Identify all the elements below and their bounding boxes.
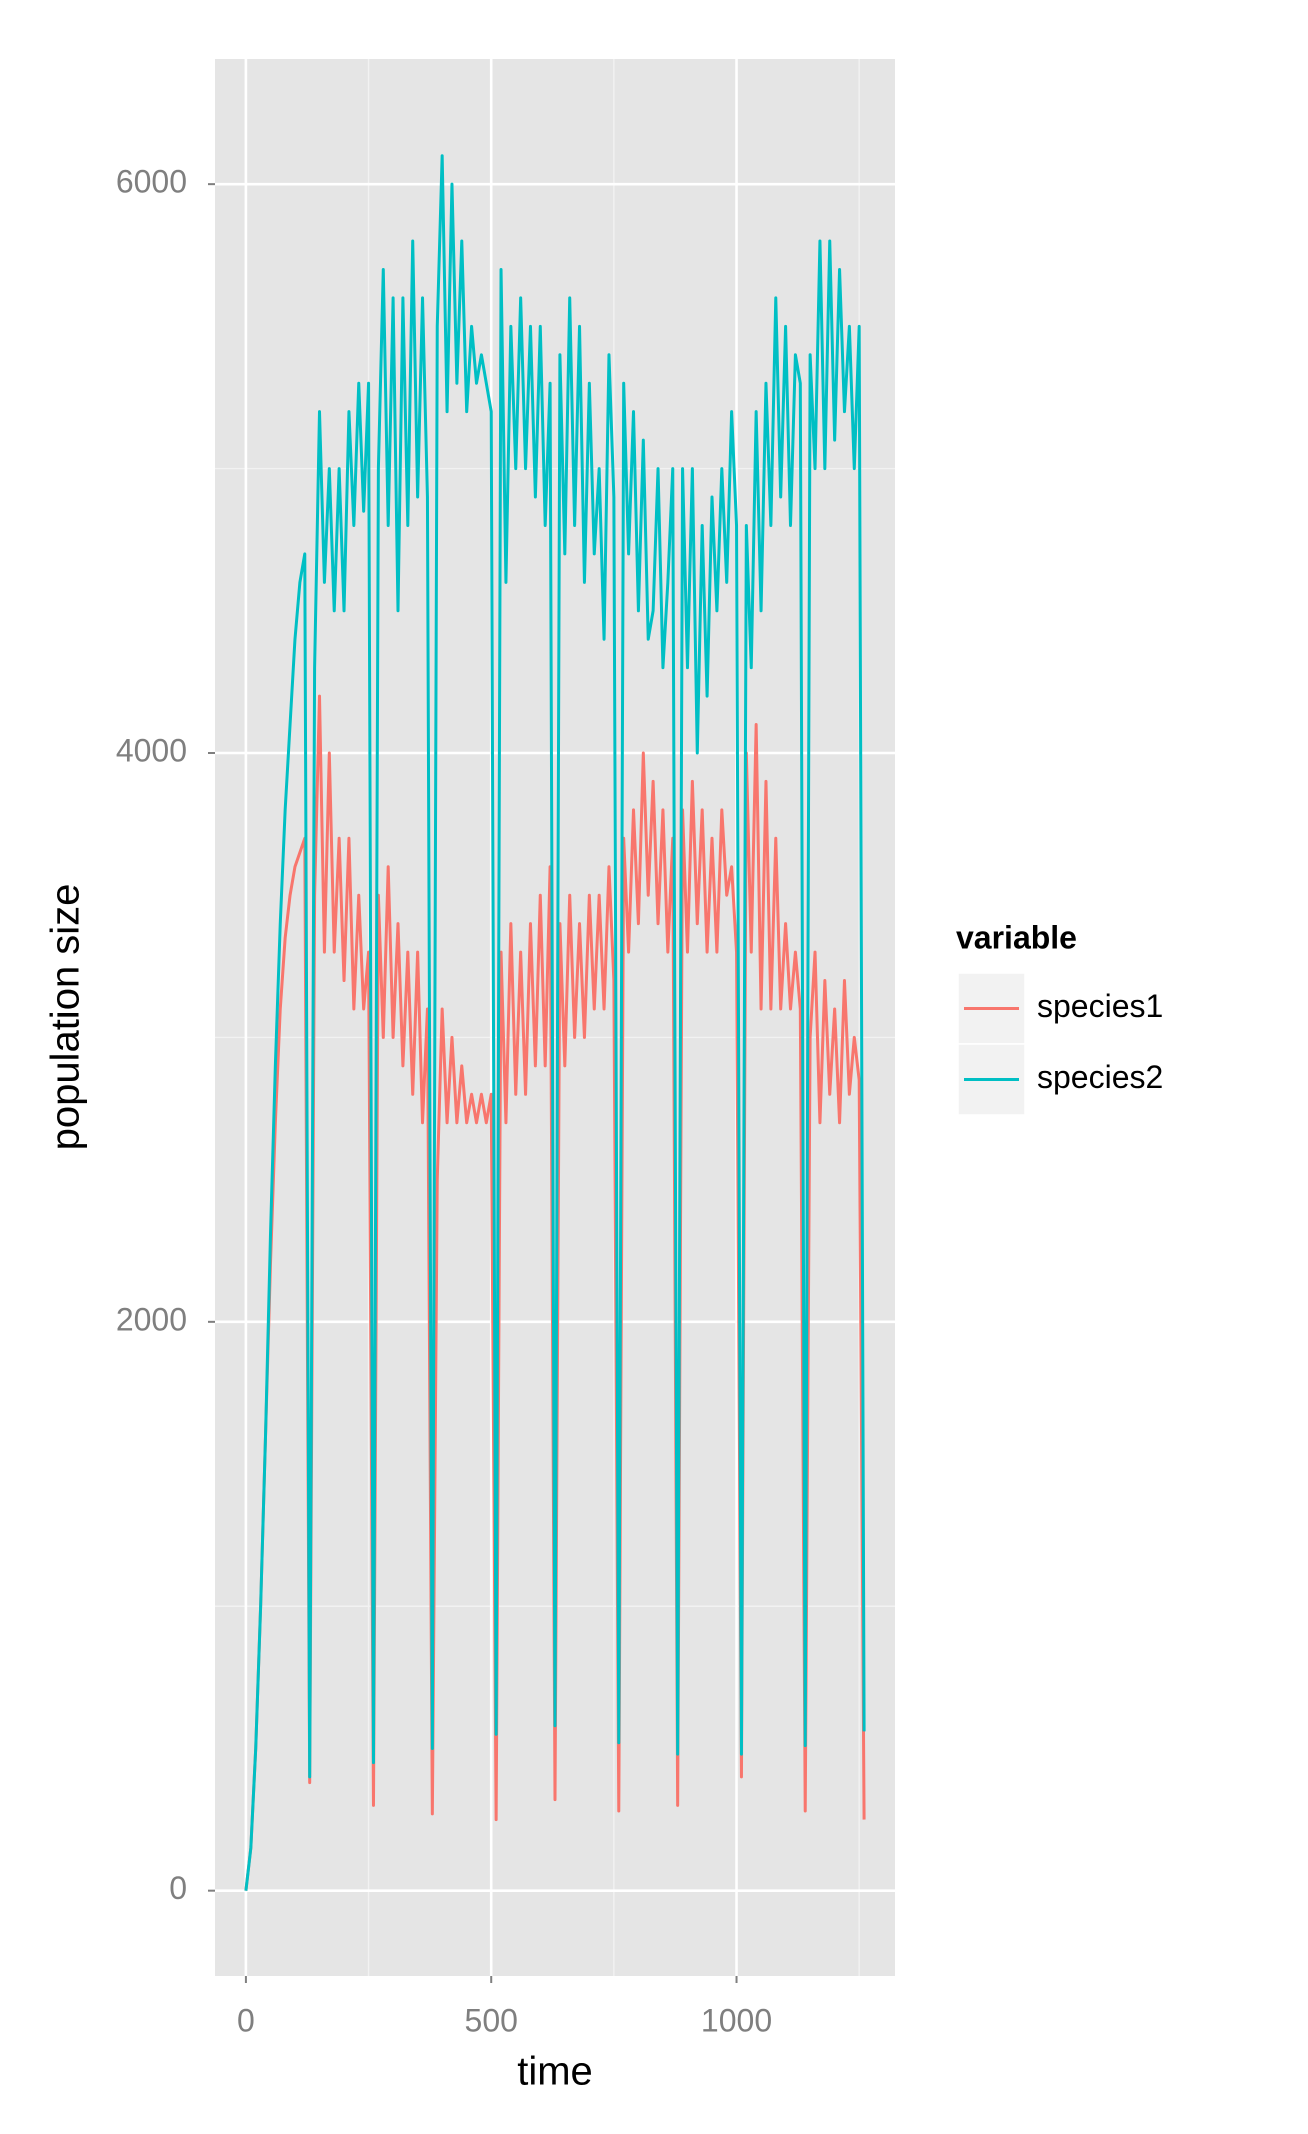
x-tick-label: 0 <box>237 2002 255 2038</box>
series-line <box>244 154 866 1891</box>
y-tick-label: 4000 <box>116 732 187 768</box>
x-axis-title: time <box>517 2050 593 2094</box>
y-tick-label: 2000 <box>116 1301 187 1337</box>
legend-label: species1 <box>1037 988 1163 1024</box>
y-tick-label: 6000 <box>116 164 187 200</box>
series-line <box>244 694 866 1891</box>
y-tick-label: 0 <box>169 1870 187 1906</box>
legend-label: species2 <box>1037 1059 1163 1095</box>
x-tick-label: 1000 <box>701 2002 772 2038</box>
y-axis-title: population size <box>44 884 88 1151</box>
x-tick-label: 500 <box>465 2002 518 2038</box>
legend-title: variable <box>956 919 1077 955</box>
